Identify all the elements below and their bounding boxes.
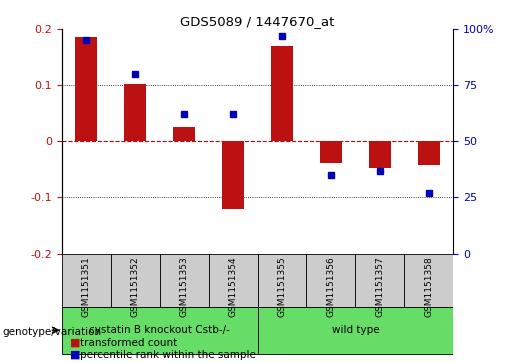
Text: GSM1151358: GSM1151358 [424, 257, 433, 318]
Text: GSM1151357: GSM1151357 [375, 257, 384, 318]
Bar [271, 46, 293, 141]
Bar [62, 307, 258, 354]
Bar [404, 254, 453, 307]
Text: ■: ■ [70, 350, 80, 360]
Text: percentile rank within the sample: percentile rank within the sample [80, 350, 256, 360]
Text: GSM1151356: GSM1151356 [327, 257, 335, 318]
Title: GDS5089 / 1447670_at: GDS5089 / 1447670_at [180, 15, 335, 28]
Text: genotype/variation: genotype/variation [3, 327, 101, 337]
Bar [418, 141, 440, 166]
Bar [258, 307, 453, 354]
Bar [209, 254, 258, 307]
Bar [160, 254, 209, 307]
Bar [222, 141, 244, 209]
Bar [306, 254, 355, 307]
Text: GSM1151351: GSM1151351 [82, 257, 91, 318]
Text: GSM1151355: GSM1151355 [278, 257, 286, 318]
Text: ■: ■ [70, 338, 80, 348]
Bar [258, 254, 306, 307]
Bar [173, 127, 195, 141]
Text: GSM1151354: GSM1151354 [229, 257, 237, 317]
Bar [355, 254, 404, 307]
Bar [111, 254, 160, 307]
Bar [320, 141, 342, 163]
Bar [75, 37, 97, 141]
Text: GSM1151352: GSM1151352 [131, 257, 140, 317]
Text: transformed count: transformed count [80, 338, 177, 348]
Text: cystatin B knockout Cstb-/-: cystatin B knockout Cstb-/- [89, 325, 230, 335]
Bar [62, 254, 111, 307]
Text: wild type: wild type [332, 325, 379, 335]
Text: GSM1151353: GSM1151353 [180, 257, 188, 318]
Bar [369, 141, 391, 168]
Bar [124, 84, 146, 141]
